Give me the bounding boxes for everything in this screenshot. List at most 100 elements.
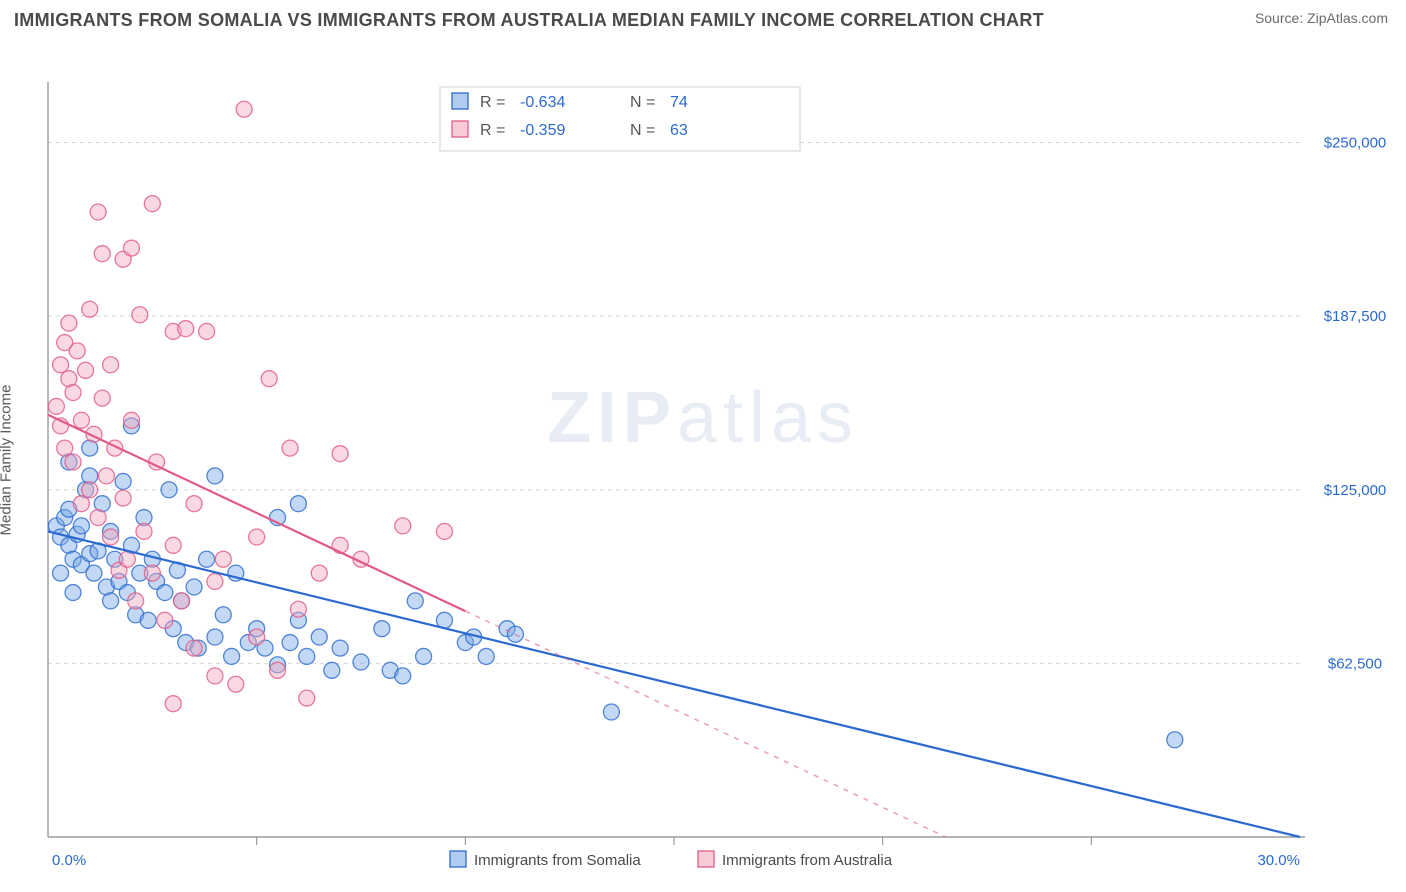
y-tick-label: $250,000	[1324, 135, 1387, 152]
data-point	[207, 573, 223, 589]
data-point	[395, 668, 411, 684]
data-point	[65, 585, 81, 601]
stat-n-label: N =	[630, 122, 655, 139]
data-point	[78, 362, 94, 378]
data-point	[136, 523, 152, 539]
data-point	[249, 629, 265, 645]
data-point	[165, 696, 181, 712]
chart-title: IMMIGRANTS FROM SOMALIA VS IMMIGRANTS FR…	[14, 10, 1044, 31]
data-point	[215, 607, 231, 623]
data-point	[353, 654, 369, 670]
data-point	[140, 612, 156, 628]
data-point	[103, 357, 119, 373]
data-point	[407, 593, 423, 609]
data-point	[53, 357, 69, 373]
x-start-label: 0.0%	[52, 852, 86, 869]
y-tick-label: $187,500	[1324, 308, 1387, 325]
data-point	[82, 482, 98, 498]
data-point	[199, 551, 215, 567]
data-point	[332, 537, 348, 553]
data-point	[69, 343, 85, 359]
data-point	[90, 204, 106, 220]
stat-r-label: R =	[480, 94, 505, 111]
data-point	[436, 523, 452, 539]
data-point	[61, 315, 77, 331]
stat-r-label: R =	[480, 122, 505, 139]
source-label: Source: ZipAtlas.com	[1255, 10, 1388, 26]
data-point	[73, 412, 89, 428]
data-point	[94, 246, 110, 262]
stat-n-value: 74	[670, 94, 688, 111]
data-point	[332, 640, 348, 656]
data-point	[324, 662, 340, 678]
legend-swatch	[450, 851, 466, 867]
scatter-chart: $62,500$125,000$187,500$250,0000.0%30.0%…	[0, 37, 1406, 883]
stats-swatch	[452, 93, 468, 109]
data-point	[311, 629, 327, 645]
data-point	[186, 640, 202, 656]
data-point	[299, 690, 315, 706]
data-point	[73, 496, 89, 512]
data-point	[186, 496, 202, 512]
data-point	[161, 482, 177, 498]
data-point	[1167, 732, 1183, 748]
data-point	[332, 446, 348, 462]
data-point	[290, 601, 306, 617]
data-point	[270, 662, 286, 678]
data-point	[53, 565, 69, 581]
data-point	[311, 565, 327, 581]
data-point	[144, 196, 160, 212]
data-point	[157, 585, 173, 601]
y-axis-label: Median Family Income	[0, 385, 15, 536]
data-point	[224, 648, 240, 664]
chart-container: Median Family Income ZIPatlas $62,500$12…	[0, 37, 1406, 883]
stat-r-value: -0.634	[520, 94, 565, 111]
data-point	[290, 496, 306, 512]
data-point	[374, 621, 390, 637]
data-point	[603, 704, 619, 720]
data-point	[157, 612, 173, 628]
stat-n-label: N =	[630, 94, 655, 111]
data-point	[103, 529, 119, 545]
data-point	[123, 240, 139, 256]
data-point	[94, 390, 110, 406]
data-point	[144, 565, 160, 581]
data-point	[86, 565, 102, 581]
data-point	[90, 510, 106, 526]
data-point	[174, 593, 190, 609]
data-point	[228, 676, 244, 692]
data-point	[119, 551, 135, 567]
data-point	[395, 518, 411, 534]
data-point	[115, 490, 131, 506]
legend-swatch	[698, 851, 714, 867]
data-point	[261, 371, 277, 387]
data-point	[186, 579, 202, 595]
data-point	[65, 385, 81, 401]
legend-label: Immigrants from Australia	[722, 852, 893, 869]
stat-n-value: 63	[670, 122, 688, 139]
data-point	[103, 593, 119, 609]
data-point	[132, 307, 148, 323]
data-point	[123, 412, 139, 428]
data-point	[199, 323, 215, 339]
data-point	[98, 468, 114, 484]
data-point	[282, 440, 298, 456]
data-point	[249, 529, 265, 545]
data-point	[178, 321, 194, 337]
data-point	[215, 551, 231, 567]
data-point	[73, 518, 89, 534]
data-point	[207, 668, 223, 684]
data-point	[115, 473, 131, 489]
data-point	[82, 301, 98, 317]
y-tick-label: $62,500	[1328, 655, 1382, 672]
data-point	[207, 468, 223, 484]
legend-label: Immigrants from Somalia	[474, 852, 641, 869]
data-point	[416, 648, 432, 664]
data-point	[478, 648, 494, 664]
stat-r-value: -0.359	[520, 122, 565, 139]
data-point	[65, 454, 81, 470]
data-point	[165, 537, 181, 553]
data-point	[299, 648, 315, 664]
data-point	[57, 440, 73, 456]
y-tick-label: $125,000	[1324, 482, 1387, 499]
